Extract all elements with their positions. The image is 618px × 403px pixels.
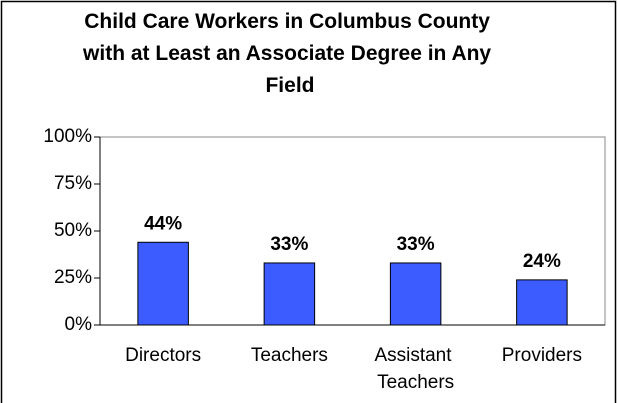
x-tick-label: Assistant Teachers [374, 345, 456, 393]
x-tick-label: Providers [502, 345, 582, 366]
y-tick-label: 25% [54, 267, 92, 288]
y-tick-label: 0% [65, 314, 93, 335]
y-tick-label: 50% [54, 220, 92, 241]
x-tick-label: Teachers [251, 345, 328, 366]
y-tick-label: 75% [54, 173, 92, 194]
bar [263, 262, 316, 326]
data-label: 33% [397, 234, 435, 255]
bar [137, 241, 189, 326]
y-tick-label: 100% [43, 126, 92, 147]
data-label: 33% [270, 234, 308, 255]
bar [389, 262, 442, 326]
x-tick-label: Directors [125, 345, 201, 366]
data-label: 24% [523, 251, 561, 272]
chart-title: Child Care Workers in Columbus County wi… [82, 10, 497, 97]
bar [516, 279, 568, 326]
data-label: 44% [144, 213, 182, 234]
